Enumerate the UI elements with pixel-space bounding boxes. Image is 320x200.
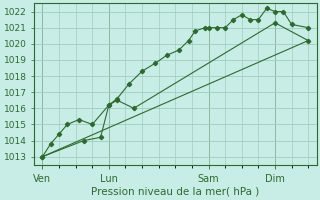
X-axis label: Pression niveau de la mer( hPa ): Pression niveau de la mer( hPa ) — [91, 187, 260, 197]
